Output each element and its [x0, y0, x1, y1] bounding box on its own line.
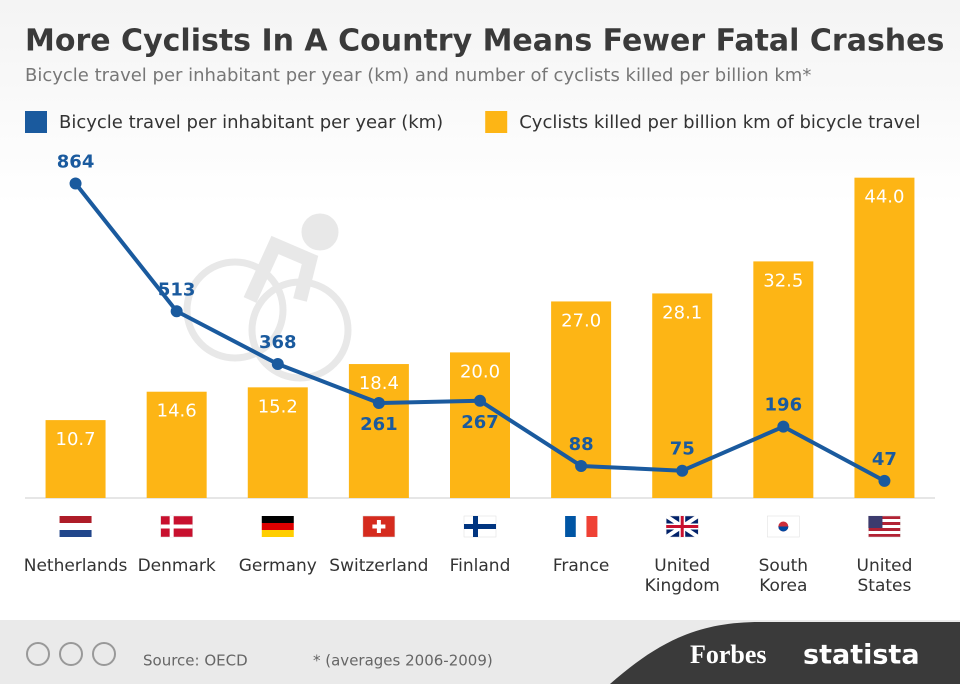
x-tick-label: France	[552, 556, 610, 576]
flag-part	[575, 516, 587, 537]
bar	[348, 364, 409, 498]
bar-value-label: 32.5	[763, 270, 803, 291]
line-point	[69, 177, 82, 190]
line-point	[474, 394, 486, 407]
line-point	[777, 420, 790, 433]
bar-value-label: 44.0	[864, 187, 904, 208]
flag-part	[868, 519, 901, 522]
line-point	[575, 459, 588, 472]
line-value-label: 864	[57, 152, 95, 173]
flag	[868, 515, 901, 538]
bar-value-label: 15.2	[258, 396, 298, 417]
line-value-label: 47	[872, 449, 897, 470]
legend-swatch	[25, 111, 47, 133]
line-value-label: 88	[569, 434, 594, 455]
flag-part	[59, 530, 92, 537]
flag-part	[261, 516, 294, 523]
flag-part	[261, 523, 294, 530]
line-point	[372, 396, 385, 409]
flag-part	[372, 524, 386, 529]
note: * (averages 2006-2009)	[313, 652, 493, 670]
line-point	[676, 464, 689, 477]
flag	[362, 515, 396, 538]
flag-part	[59, 523, 92, 530]
line-point	[271, 358, 284, 371]
bar-value-label: 28.1	[662, 302, 702, 323]
flag	[565, 516, 598, 537]
x-tick-label: Switzerland	[329, 556, 429, 576]
flag-part	[868, 525, 901, 528]
cc-icons	[26, 642, 116, 666]
line-value-label: 75	[670, 439, 695, 460]
flag-part	[868, 531, 901, 534]
x-tick-label: Finland	[449, 556, 511, 576]
x-tick-label: United Kingdom	[644, 556, 720, 596]
x-tick-label: Denmark	[137, 556, 216, 576]
bar-value-label: 14.6	[157, 401, 197, 422]
chart-subtitle: Bicycle travel per inhabitant per year (…	[25, 65, 811, 86]
flag-part	[160, 524, 193, 529]
source: Source: OECD	[143, 652, 248, 670]
bar	[854, 177, 915, 498]
flag	[261, 516, 294, 537]
flag-part	[666, 516, 699, 537]
x-tick-label: United States	[856, 556, 913, 596]
flag-part	[565, 516, 577, 537]
flag-part	[464, 524, 496, 529]
bar-value-label: 27.0	[561, 310, 601, 331]
logo-forbes: Forbes	[690, 640, 767, 669]
line-point	[878, 474, 891, 487]
flag	[767, 515, 800, 538]
bar	[450, 352, 510, 498]
chart-title: More Cyclists In A Country Means Fewer F…	[25, 24, 944, 59]
flag	[59, 516, 92, 537]
flag-part	[59, 516, 92, 523]
line-value-label: 267	[461, 412, 499, 433]
flag	[665, 514, 700, 539]
legend-swatch	[485, 111, 508, 133]
line-value-label: 261	[360, 414, 398, 435]
logo-statista: statista	[803, 640, 920, 671]
bar	[247, 387, 308, 498]
line-value-label: 196	[765, 395, 803, 416]
x-tick-label: Germany	[238, 556, 317, 576]
flag-part	[586, 516, 598, 537]
line-point	[170, 305, 183, 318]
footer-dark	[610, 622, 960, 684]
x-tick-label: South Korea	[758, 556, 809, 596]
bar-value-label: 10.7	[56, 429, 96, 450]
line-value-label: 513	[158, 279, 196, 300]
bar	[45, 420, 106, 498]
x-tick-label: Netherlands	[23, 556, 128, 576]
flag	[463, 515, 497, 538]
bar	[146, 391, 207, 498]
legend-label: Cyclists killed per billion km of bicycl…	[519, 112, 920, 133]
flag	[160, 515, 193, 538]
legend-label: Bicycle travel per inhabitant per year (…	[59, 112, 443, 133]
cyclist-icon	[183, 213, 352, 382]
flag-part	[778, 526, 789, 532]
bar-value-label: 20.0	[460, 361, 500, 382]
bar-value-label: 18.4	[359, 373, 399, 394]
flag-part	[868, 516, 883, 528]
bar	[753, 261, 814, 498]
flag-part	[261, 530, 294, 537]
line-value-label: 368	[259, 332, 297, 353]
